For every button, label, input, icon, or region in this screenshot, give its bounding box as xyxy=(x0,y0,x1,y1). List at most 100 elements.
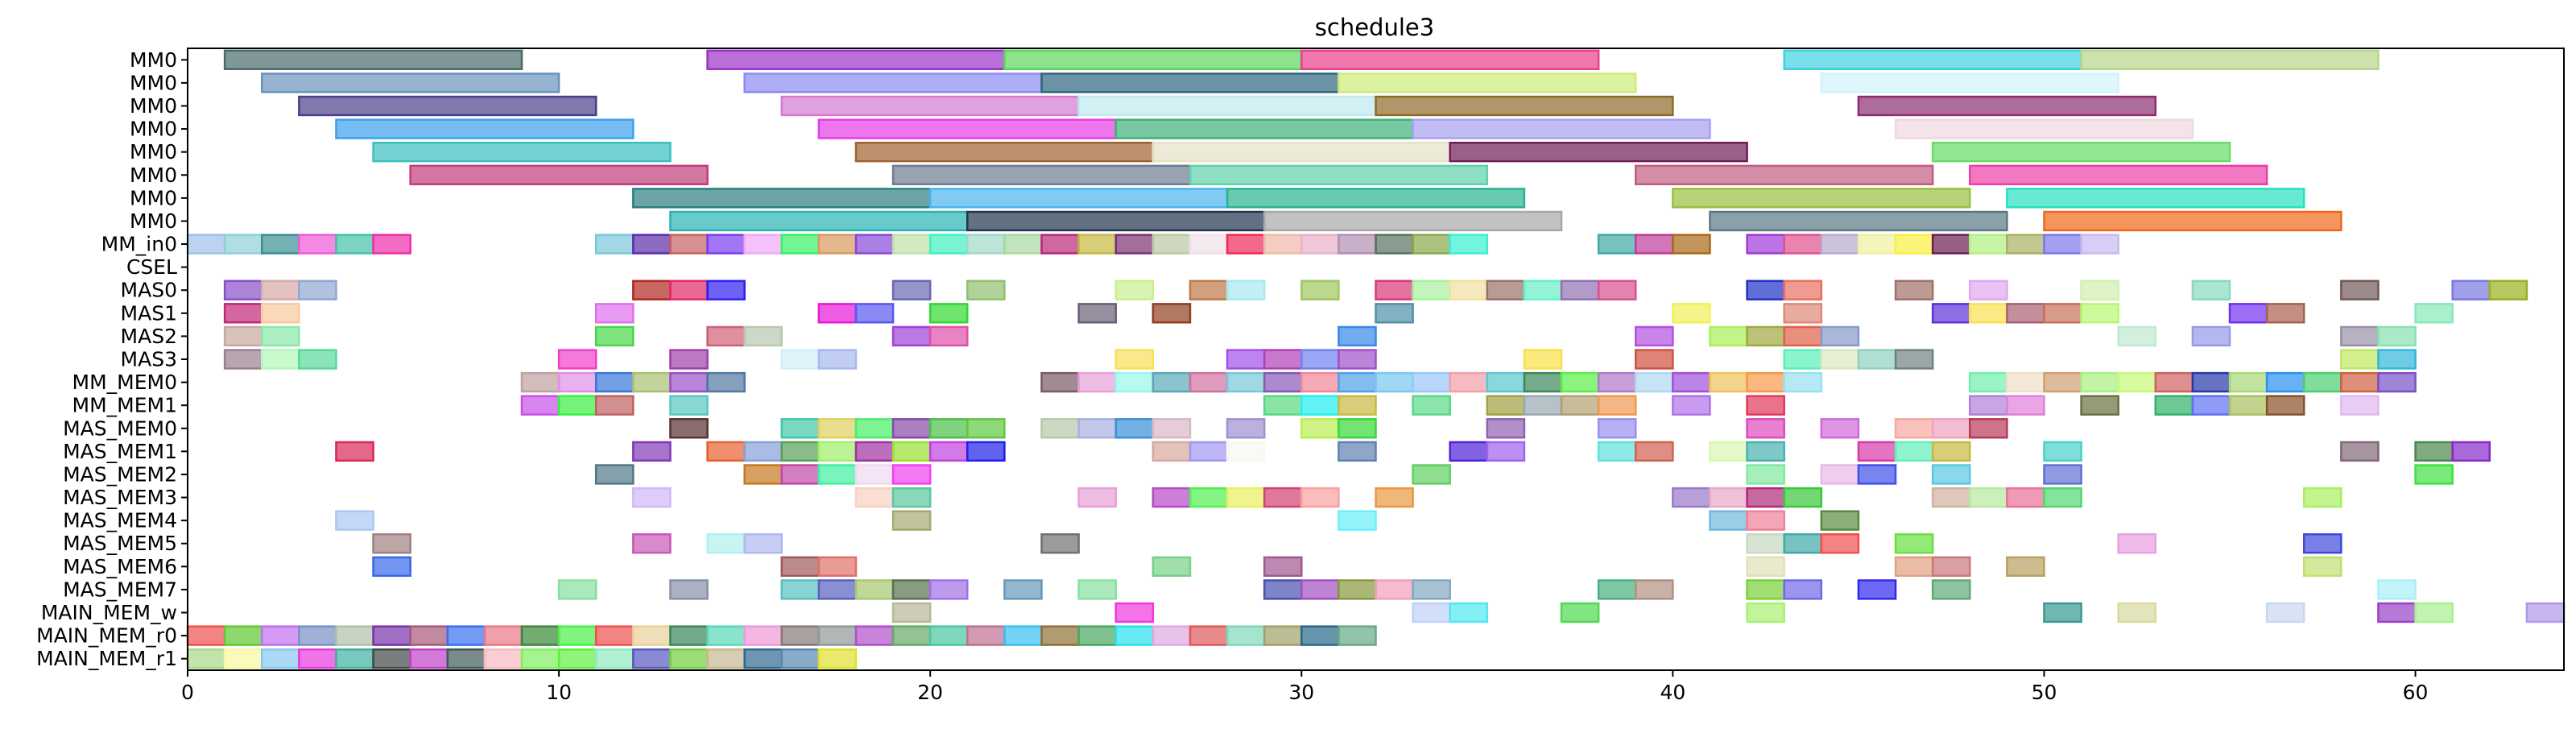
schedule-bar xyxy=(966,625,1006,646)
schedule-bar xyxy=(743,441,783,462)
schedule-bar xyxy=(1077,371,1117,393)
schedule-bar xyxy=(2043,464,2082,485)
schedule-bar xyxy=(1820,533,1860,554)
schedule-bar xyxy=(632,648,672,669)
schedule-bar xyxy=(669,280,709,300)
schedule-bar xyxy=(2340,280,2380,300)
y-tick-label: MAS3 xyxy=(121,348,177,371)
schedule-bar xyxy=(780,464,821,485)
schedule-bar xyxy=(780,95,1080,117)
schedule-bar xyxy=(891,464,932,485)
schedule-bar xyxy=(743,533,783,554)
schedule-bar xyxy=(2117,325,2157,347)
schedule-bar xyxy=(260,648,300,669)
schedule-bar xyxy=(594,648,635,669)
schedule-bar xyxy=(298,280,337,300)
schedule-bar xyxy=(1375,303,1414,324)
schedule-bar xyxy=(335,234,374,255)
schedule-bar xyxy=(1783,325,1823,347)
plot-frame xyxy=(187,48,2565,671)
schedule-bar xyxy=(706,648,746,669)
schedule-bar xyxy=(891,325,932,347)
schedule-bar xyxy=(1338,234,1377,255)
schedule-bar xyxy=(2302,533,2342,554)
schedule-bar xyxy=(2340,325,2380,347)
schedule-bar xyxy=(1189,625,1229,646)
schedule-bar xyxy=(186,234,226,255)
schedule-bar xyxy=(1746,395,1785,416)
schedule-bar xyxy=(1783,234,1823,255)
schedule-bar xyxy=(409,625,449,646)
schedule-bar xyxy=(928,188,1229,209)
schedule-bar xyxy=(2117,371,2157,393)
schedule-bar xyxy=(1412,371,1451,393)
schedule-bar xyxy=(1077,579,1117,600)
schedule-bar xyxy=(2191,395,2231,416)
schedule-bar xyxy=(1523,280,1563,300)
y-tick-label: MM0 xyxy=(130,140,177,164)
schedule-bar xyxy=(1077,418,1117,439)
x-tick-label: 10 xyxy=(546,681,572,704)
schedule-bar xyxy=(1931,464,1971,485)
schedule-bar xyxy=(2006,234,2045,255)
schedule-bar xyxy=(1263,487,1303,508)
schedule-bar xyxy=(1263,579,1303,600)
schedule-bar xyxy=(1894,280,1934,300)
schedule-bar xyxy=(186,625,226,646)
schedule-bar xyxy=(1152,556,1192,578)
schedule-bar xyxy=(2451,280,2491,300)
schedule-bar xyxy=(372,556,411,578)
schedule-bar xyxy=(1449,441,1489,462)
schedule-bar xyxy=(483,648,523,669)
schedule-bar xyxy=(1189,164,1489,185)
schedule-bar xyxy=(891,602,932,623)
schedule-bar xyxy=(2043,602,2082,623)
schedule-bar xyxy=(1746,234,1785,255)
schedule-bar xyxy=(1931,234,1971,255)
schedule-bar xyxy=(1263,556,1303,578)
schedule-bar xyxy=(2080,49,2380,70)
schedule-bar xyxy=(1894,556,1934,578)
schedule-bar xyxy=(260,234,300,255)
schedule-bar xyxy=(1523,349,1563,370)
schedule-bar xyxy=(854,579,895,600)
schedule-bar xyxy=(1672,188,1971,209)
y-tick-label: MM0 xyxy=(130,71,177,94)
schedule-bar xyxy=(520,625,560,646)
schedule-bar xyxy=(1300,487,1340,508)
schedule-bar xyxy=(780,625,821,646)
y-tick-label: MAS1 xyxy=(121,301,177,325)
schedule-bar xyxy=(1820,510,1860,531)
schedule-bar xyxy=(1486,280,1526,300)
chart-title: schedule3 xyxy=(1315,14,1434,41)
schedule-bar xyxy=(1969,487,2008,508)
schedule-bar xyxy=(2117,602,2157,623)
schedule-bar xyxy=(1338,325,1377,347)
schedule-bar xyxy=(632,371,672,393)
schedule-bar xyxy=(260,349,300,370)
schedule-bar xyxy=(2265,395,2305,416)
schedule-bar xyxy=(1857,349,1897,370)
schedule-bar xyxy=(854,303,895,324)
schedule-bar xyxy=(2191,280,2231,300)
schedule-bar xyxy=(1152,418,1192,439)
schedule-bar xyxy=(1449,141,1748,163)
schedule-bar xyxy=(1746,371,1785,393)
schedule-bar xyxy=(2228,303,2268,324)
schedule-bar xyxy=(854,441,895,462)
schedule-bar xyxy=(1040,533,1080,554)
schedule-bar xyxy=(632,441,672,462)
schedule-bar xyxy=(1746,533,1785,554)
schedule-bar xyxy=(928,325,969,347)
schedule-bar xyxy=(928,418,969,439)
schedule-bar xyxy=(446,625,486,646)
schedule-bar xyxy=(2377,579,2417,600)
schedule-bar xyxy=(632,188,932,209)
schedule-bar xyxy=(891,418,932,439)
schedule-bar xyxy=(186,648,226,669)
schedule-bar xyxy=(2117,533,2157,554)
schedule-bar xyxy=(223,325,263,347)
schedule-bar xyxy=(1114,371,1155,393)
schedule-bar xyxy=(1820,464,1860,485)
schedule-bar xyxy=(1560,395,1600,416)
